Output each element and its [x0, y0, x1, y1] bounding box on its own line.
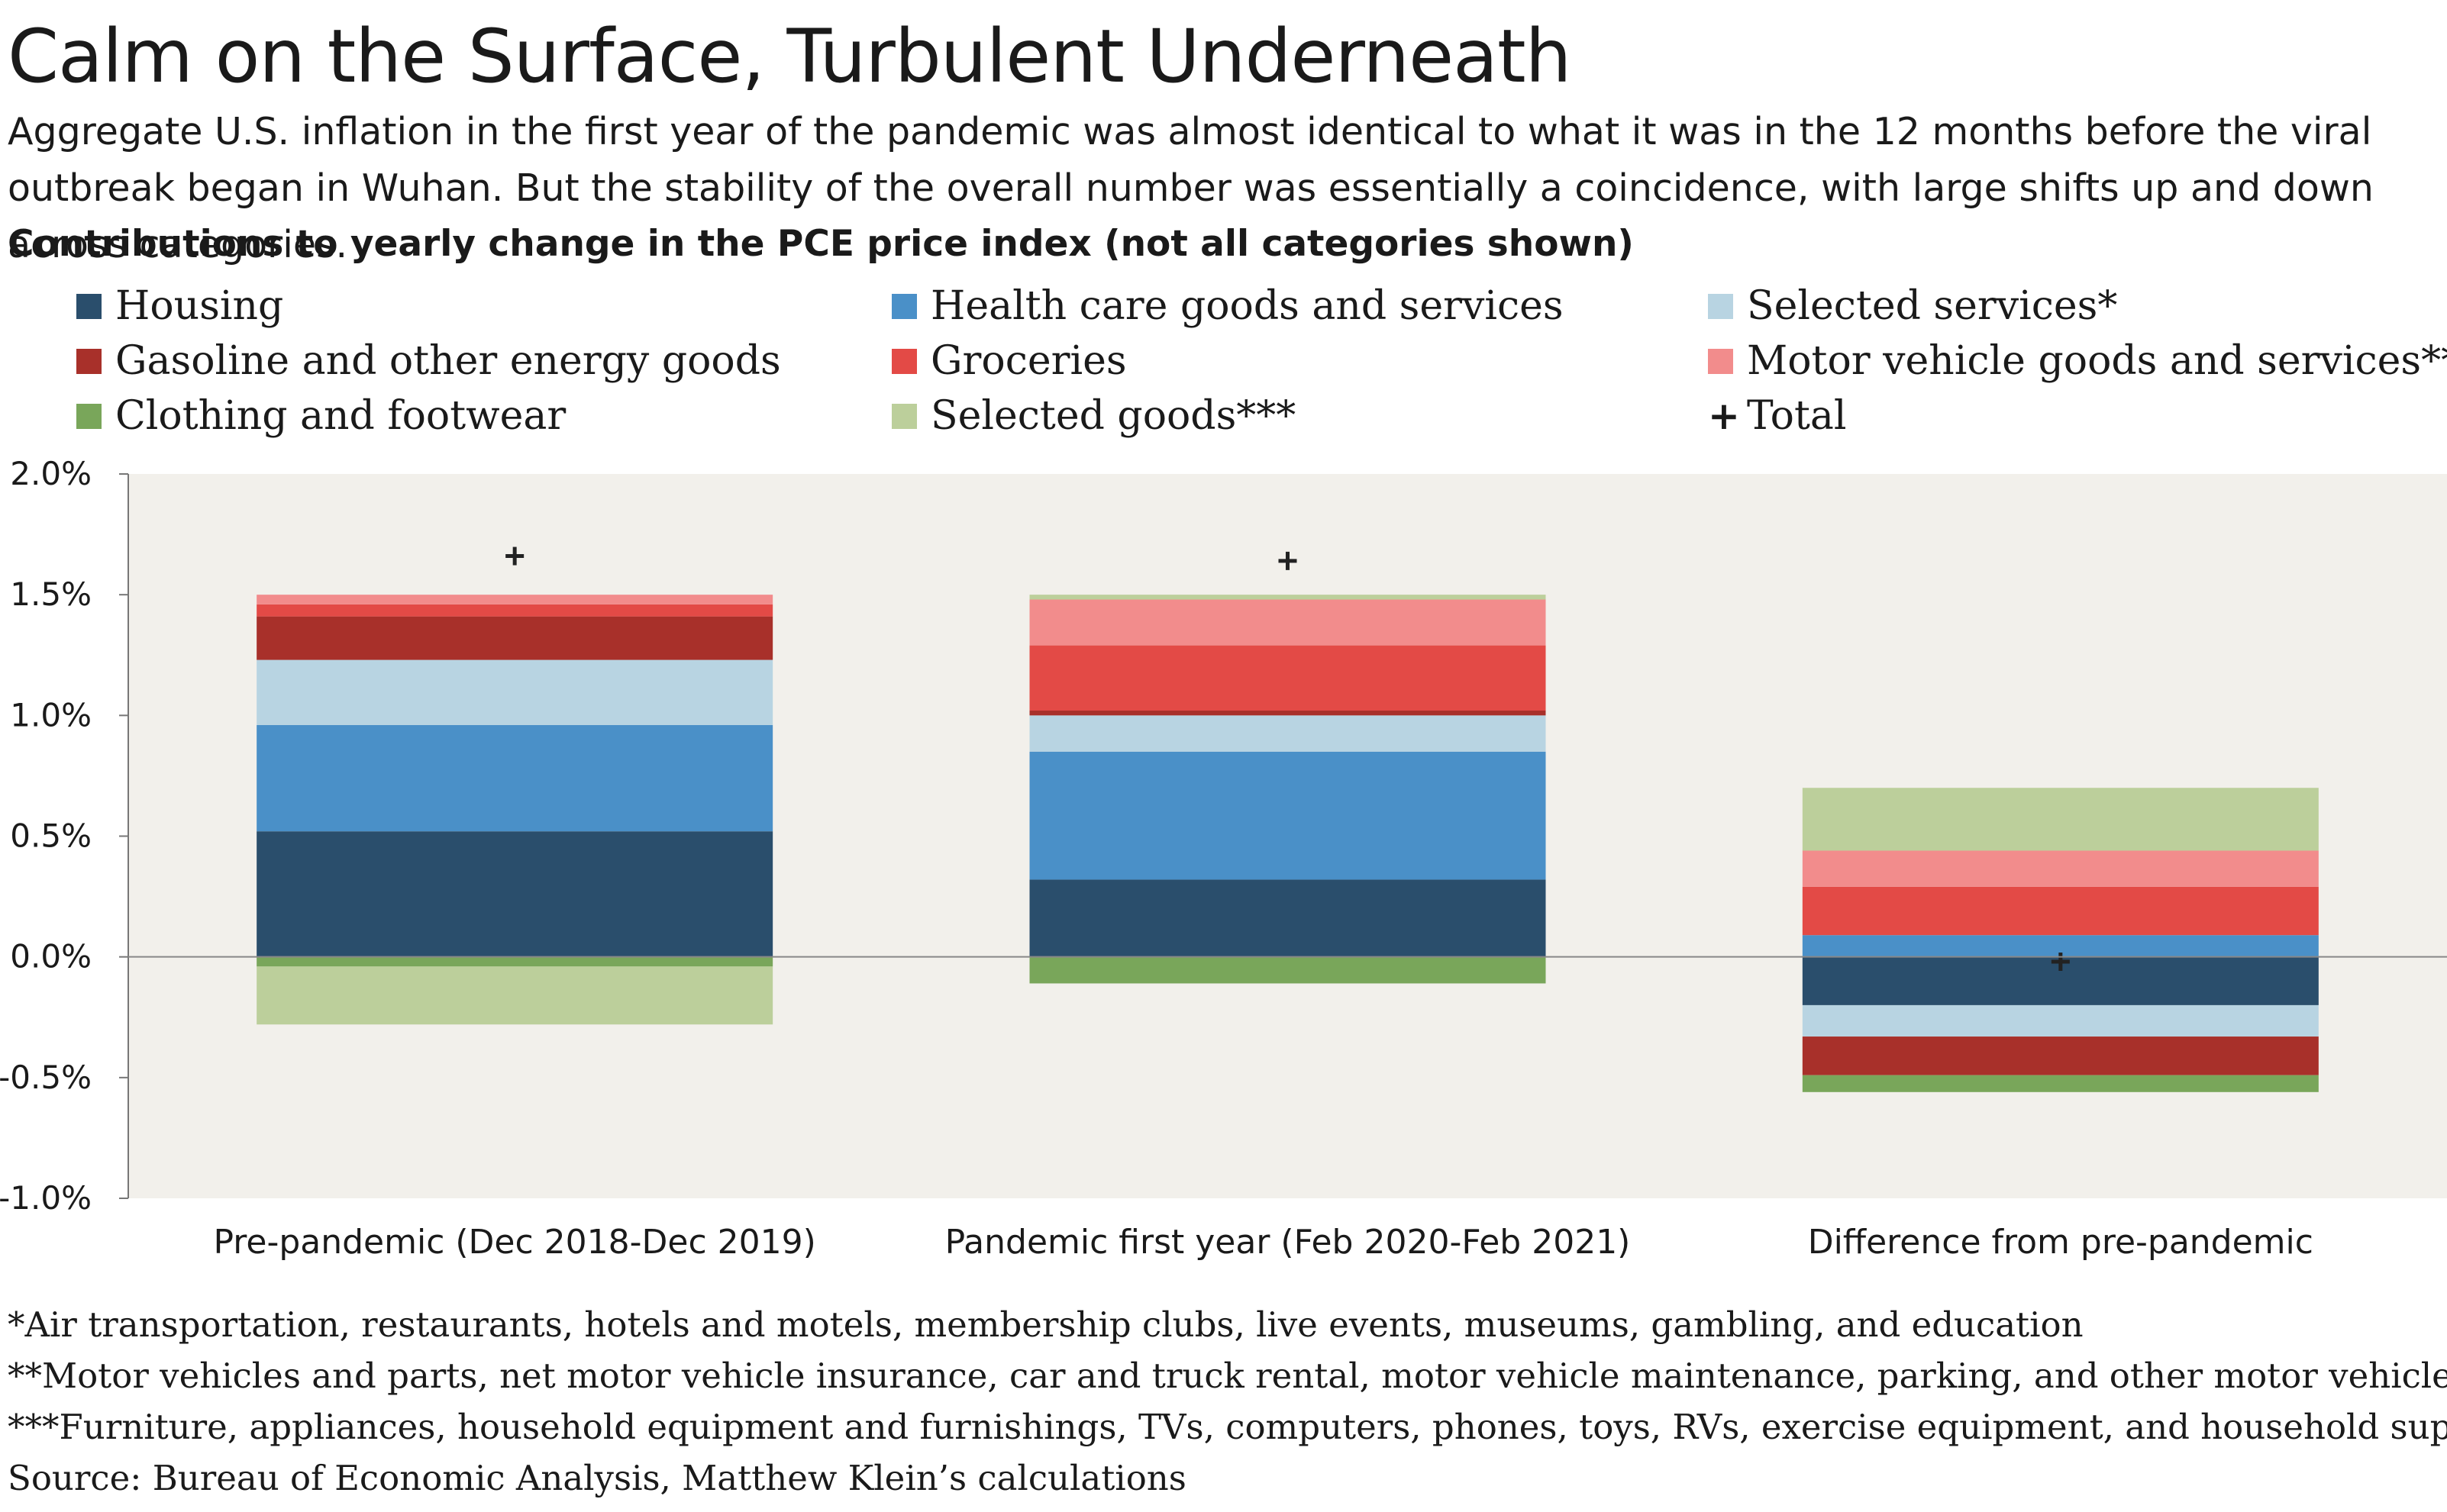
stacked-bar-chart: 2.0% 1.5% 1.0% 0.5% 0.0% -0.5% -1.0% Pre-pandem… — [0, 458, 2447, 1262]
legend-swatch-selected-goods — [892, 403, 917, 429]
legend: Housing Health care goods and services S… — [0, 279, 2447, 447]
bar-segment — [257, 724, 773, 832]
footnote-goods: ***Furniture, appliances, household equi… — [8, 1407, 2447, 1447]
chart-heading: Contributions to yearly change in the PC… — [8, 223, 1634, 265]
bar-segment — [1802, 1036, 2319, 1075]
bar-segment — [1029, 751, 1546, 880]
bar-segment — [1029, 711, 1546, 716]
y-tick-label: 0.5% — [10, 817, 92, 855]
footnote-motor-vehicles: **Motor vehicles and parts, net motor ve… — [8, 1356, 2447, 1396]
legend-label-housing: Housing — [115, 283, 284, 329]
y-tick-label: -1.0% — [0, 1179, 92, 1217]
bar-segment — [257, 595, 773, 604]
y-tick-label: 0.0% — [10, 938, 92, 975]
legend-item-housing: Housing — [76, 279, 283, 334]
source-note: Source: Bureau of Economic Analysis, Mat… — [8, 1458, 1186, 1498]
legend-item-motor-vehicle: Motor vehicle goods and services** — [1708, 334, 2447, 388]
bar-segment — [1802, 788, 2319, 851]
x-category-label: Pre-pandemic (Dec 2018-Dec 2019) — [214, 1223, 816, 1262]
bar-segment — [257, 659, 773, 725]
bar-segment — [1029, 879, 1546, 957]
legend-item-groceries: Groceries — [892, 334, 1127, 388]
bar-segment — [257, 616, 773, 660]
legend-label-motor-vehicle: Motor vehicle goods and services** — [1747, 338, 2447, 384]
legend-swatch-groceries — [892, 348, 917, 374]
bar-segment — [1029, 595, 1546, 600]
legend-swatch-health-care — [892, 293, 917, 319]
x-category-label: Difference from pre-pandemic — [1808, 1223, 2313, 1262]
legend-label-health-care: Health care goods and services — [931, 283, 1564, 329]
legend-swatch-housing — [76, 293, 102, 319]
legend-label-total: Total — [1747, 393, 1847, 439]
bar-segment — [257, 956, 773, 967]
y-tick-label: 1.5% — [10, 575, 92, 613]
chart-subtitle: Aggregate U.S. inflation in the first ye… — [8, 110, 2374, 266]
bar-segment — [1802, 1075, 2319, 1092]
legend-item-health-care: Health care goods and services — [892, 279, 1564, 334]
legend-label-clothing: Clothing and footwear — [115, 393, 567, 439]
footnotes: *Air transportation, restaurants, hotels… — [8, 1299, 2447, 1504]
legend-label-groceries: Groceries — [931, 338, 1127, 384]
x-category-label: Pandemic first year (Feb 2020-Feb 2021) — [945, 1223, 1631, 1262]
bar-segment — [1029, 715, 1546, 752]
bar-segment — [1029, 956, 1546, 984]
plus-icon: + — [1708, 394, 1740, 438]
bar-segment — [1029, 599, 1546, 646]
bar-segment — [1802, 886, 2319, 936]
legend-item-clothing: Clothing and footwear — [76, 388, 566, 443]
bar-segment — [1029, 645, 1546, 711]
legend-item-selected-services: Selected services* — [1708, 279, 2117, 334]
legend-item-selected-goods: Selected goods*** — [892, 388, 1296, 443]
bar-segment — [1802, 1004, 2319, 1037]
footnote-services: *Air transportation, restaurants, hotels… — [8, 1304, 2084, 1345]
legend-swatch-motor-vehicle — [1708, 348, 1733, 374]
legend-label-gasoline: Gasoline and other energy goods — [115, 338, 781, 384]
y-tick-label: -0.5% — [0, 1059, 92, 1096]
bar-segment — [257, 831, 773, 957]
legend-swatch-clothing — [76, 403, 102, 429]
legend-item-total: + Total — [1708, 388, 1846, 443]
y-tick-label: 2.0% — [10, 458, 92, 492]
legend-swatch-gasoline — [76, 348, 102, 374]
legend-label-selected-goods: Selected goods*** — [931, 393, 1296, 439]
y-tick-label: 1.0% — [10, 696, 92, 733]
legend-label-selected-services: Selected services* — [1747, 283, 2118, 329]
bar-segment — [257, 966, 773, 1025]
legend-swatch-selected-services — [1708, 293, 1733, 319]
bar-segment — [257, 604, 773, 617]
chart-title: Calm on the Surface, Turbulent Underneat… — [8, 14, 1571, 99]
bar-segment — [1802, 850, 2319, 887]
legend-item-gasoline: Gasoline and other energy goods — [76, 334, 781, 388]
